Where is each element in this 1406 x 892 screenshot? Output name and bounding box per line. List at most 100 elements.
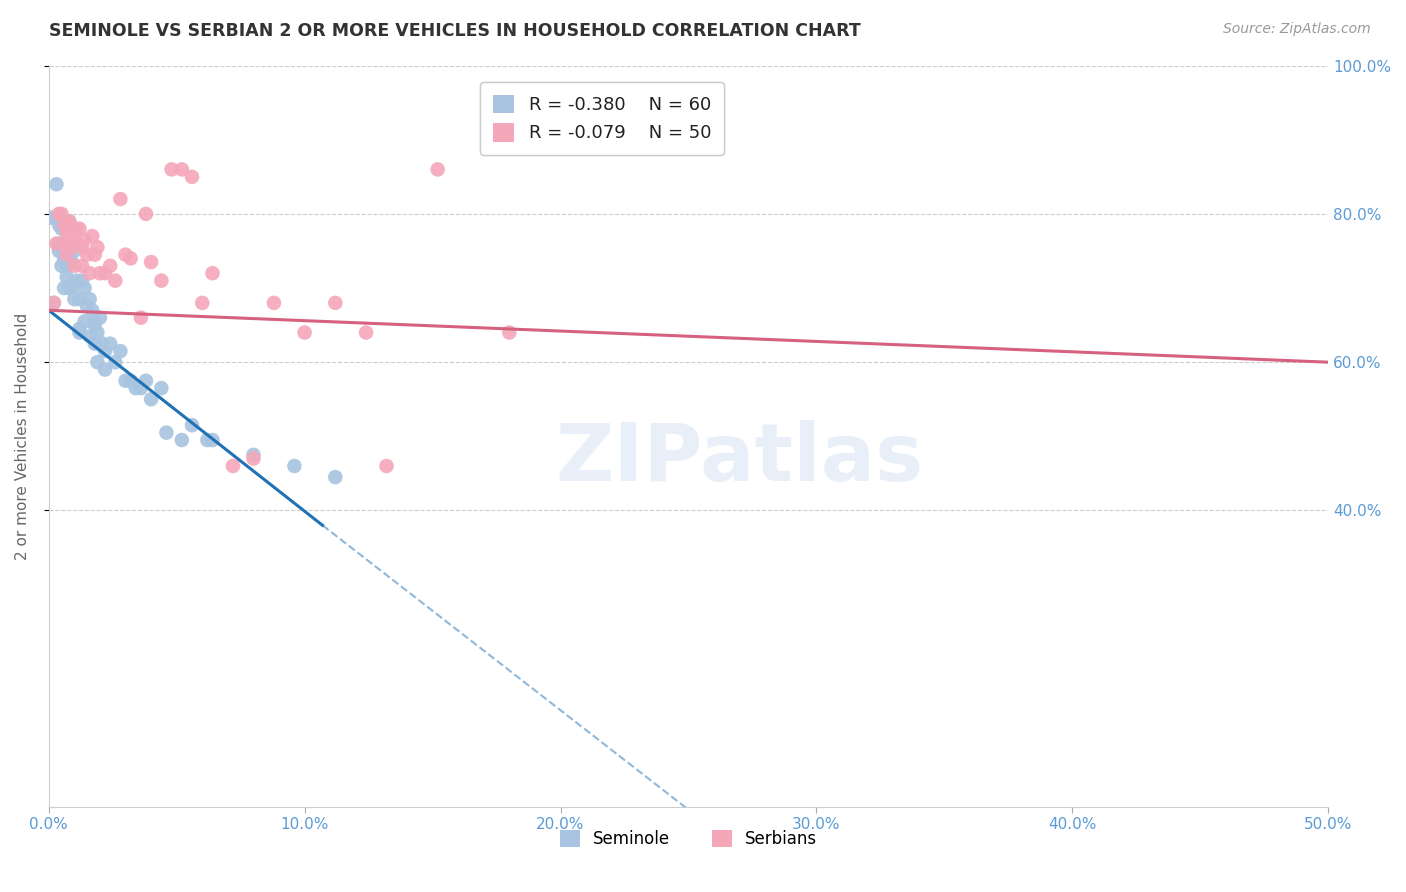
Point: [135, 374, 157, 388]
Point: [325, 296, 347, 310]
Point: [83, 318, 105, 332]
Point: [58, 214, 80, 228]
Point: [60, 281, 83, 295]
Point: [201, 433, 224, 447]
Point: [48, 244, 70, 258]
Point: [79, 266, 101, 280]
Point: [69, 292, 91, 306]
Point: [114, 374, 136, 388]
Point: [69, 221, 91, 235]
Point: [60, 255, 83, 269]
Point: [79, 329, 101, 343]
Point: [498, 326, 520, 340]
Point: [58, 218, 80, 232]
Text: ZIPatlas: ZIPatlas: [555, 419, 924, 498]
Point: [155, 425, 177, 440]
Point: [66, 236, 89, 251]
Point: [91, 336, 114, 351]
Point: [48, 236, 70, 251]
Point: [53, 218, 76, 232]
Y-axis label: 2 or more Vehicles in Household: 2 or more Vehicles in Household: [15, 313, 30, 560]
Point: [69, 326, 91, 340]
Point: [294, 326, 316, 340]
Point: [104, 355, 127, 369]
Point: [98, 259, 121, 273]
Point: [55, 226, 77, 240]
Point: [69, 322, 91, 336]
Point: [63, 292, 86, 306]
Point: [53, 252, 76, 266]
Point: [263, 296, 285, 310]
Point: [110, 192, 132, 206]
Point: [129, 381, 152, 395]
Point: [94, 344, 117, 359]
Point: [53, 236, 76, 251]
Point: [197, 433, 219, 447]
Point: [55, 259, 77, 273]
Point: [160, 162, 183, 177]
Point: [39, 211, 62, 225]
Point: [129, 310, 152, 325]
Point: [135, 207, 157, 221]
Point: [83, 314, 105, 328]
Point: [60, 240, 83, 254]
Point: [66, 274, 89, 288]
Point: [48, 218, 70, 232]
Point: [45, 236, 67, 251]
Point: [86, 240, 108, 254]
Point: [70, 259, 93, 273]
Point: [63, 259, 86, 273]
Text: Source: ZipAtlas.com: Source: ZipAtlas.com: [1223, 22, 1371, 37]
Point: [42, 296, 65, 310]
Point: [283, 458, 305, 473]
Point: [70, 274, 93, 288]
Point: [63, 229, 86, 244]
Point: [73, 233, 96, 247]
Point: [242, 451, 264, 466]
Point: [70, 240, 93, 254]
Point: [98, 336, 121, 351]
Point: [89, 310, 111, 325]
Point: [86, 326, 108, 340]
Point: [53, 236, 76, 251]
Point: [150, 381, 173, 395]
Point: [55, 269, 77, 284]
Point: [150, 274, 173, 288]
Point: [191, 296, 214, 310]
Point: [51, 221, 73, 235]
Point: [125, 381, 148, 395]
Point: [58, 281, 80, 295]
Point: [110, 344, 132, 359]
Point: [51, 207, 73, 221]
Point: [375, 458, 398, 473]
Point: [82, 303, 104, 318]
Point: [60, 221, 83, 235]
Point: [139, 392, 162, 407]
Point: [94, 266, 117, 280]
Point: [114, 248, 136, 262]
Point: [55, 248, 77, 262]
Point: [426, 162, 449, 177]
Point: [104, 274, 127, 288]
Point: [94, 362, 117, 376]
Point: [63, 244, 86, 258]
Point: [139, 255, 162, 269]
Point: [76, 300, 98, 314]
Point: [58, 248, 80, 262]
Point: [76, 248, 98, 262]
Point: [170, 433, 193, 447]
Point: [66, 221, 89, 235]
Point: [48, 207, 70, 221]
Point: [83, 248, 105, 262]
Point: [58, 214, 80, 228]
Point: [201, 266, 224, 280]
Point: [79, 292, 101, 306]
Point: [42, 296, 65, 310]
Point: [73, 314, 96, 328]
Point: [120, 374, 142, 388]
Point: [73, 281, 96, 295]
Point: [181, 169, 204, 184]
Point: [82, 229, 104, 244]
Point: [89, 266, 111, 280]
Point: [45, 211, 67, 225]
